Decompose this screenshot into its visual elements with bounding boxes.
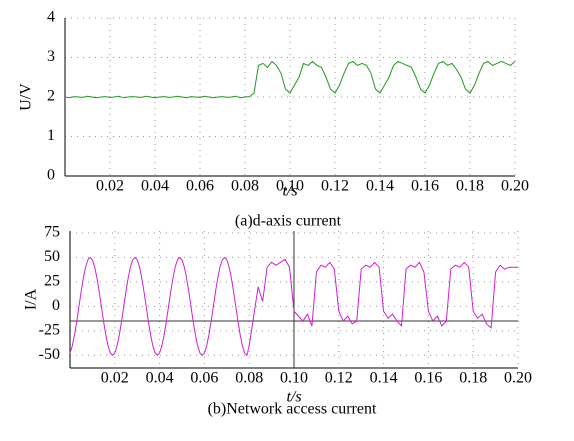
x-tick-label: 0.08: [235, 370, 263, 387]
x-tick-label: 0.16: [414, 370, 442, 387]
y-axis-label: U/V: [18, 83, 35, 111]
x-tick-label: 0.18: [456, 178, 484, 195]
x-tick-label: 0.04: [146, 370, 174, 387]
y-tick-label: 75: [44, 224, 60, 241]
data-line: [64, 60, 516, 99]
x-tick-label: 0.18: [459, 370, 487, 387]
x-tick-label: 0.20: [501, 178, 529, 195]
x-axis-label: t/s: [286, 389, 301, 406]
y-tick-label: 3: [47, 48, 55, 65]
y-tick-label: -50: [39, 346, 60, 363]
x-tick-label: 0.14: [366, 178, 394, 195]
x-tick-label: 0.12: [321, 178, 349, 195]
y-tick-label: 0: [47, 167, 55, 184]
y-tick-label: -25: [39, 321, 60, 338]
y-tick-label: 50: [44, 248, 60, 265]
x-tick-label: 0.14: [370, 370, 398, 387]
y-axis-label: I/A: [23, 288, 40, 310]
x-tick-label: 0.16: [411, 178, 439, 195]
x-tick-label: 0.06: [186, 178, 214, 195]
x-tick-label: 0.12: [325, 370, 353, 387]
x-axis-label: t/s: [282, 183, 297, 200]
y-tick-label: 0: [52, 297, 60, 314]
caption: (b)Network access current: [208, 401, 377, 418]
x-tick-label: 0.02: [96, 178, 124, 195]
y-tick-label: 25: [44, 273, 60, 290]
caption: (a)d-axis current: [235, 213, 342, 230]
x-tick-label: 0.04: [141, 178, 169, 195]
x-tick-label: 0.06: [190, 370, 218, 387]
y-tick-label: 4: [47, 9, 55, 26]
x-tick-label: 0.10: [276, 178, 304, 195]
x-tick-label: 0.10: [280, 370, 308, 387]
x-tick-label: 0.20: [504, 370, 532, 387]
x-tick-label: 0.02: [101, 370, 129, 387]
y-tick-label: 1: [47, 127, 55, 144]
x-tick-label: 0.08: [231, 178, 259, 195]
data-line: [69, 256, 518, 357]
y-tick-label: 2: [47, 88, 55, 105]
